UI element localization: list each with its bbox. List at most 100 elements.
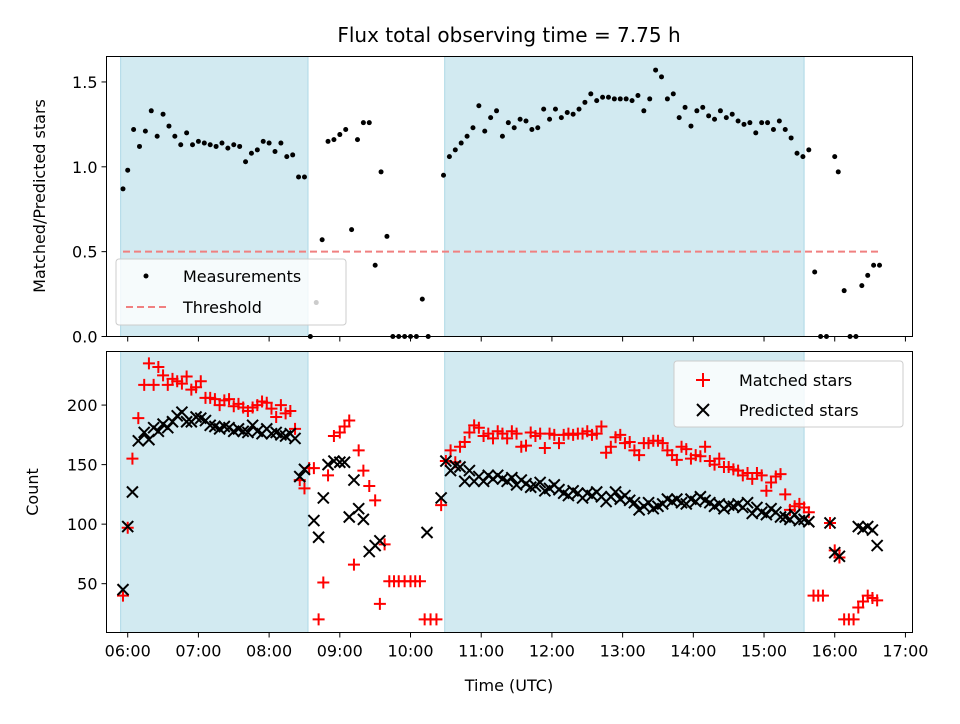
measurements-point [488,115,494,121]
matched-stars-point [265,402,278,415]
predicted-stars-point [312,531,325,544]
measurements-point [219,140,225,146]
predicted-stars-point [463,464,476,477]
x-tick-label: 13:00 [600,642,646,661]
predicted-stars-point [870,539,884,552]
predicted-stars-point [628,496,641,509]
matched-stars-point [816,589,829,602]
measurements-point [523,118,529,124]
measurements-point [582,99,588,105]
x-tick-label: 09:00 [317,642,363,661]
measurements-point [142,128,148,134]
measurements-point [319,237,325,243]
matched-stars-point [274,399,287,412]
matched-stars-point [152,360,165,373]
measurements-point [605,94,611,100]
legend-matched-marker [696,373,710,387]
measurements-point [458,140,464,146]
predicted-stars-point [321,458,335,471]
measurements-point [600,94,606,100]
predicted-stars-point [524,481,537,494]
matched-stars-point [779,488,792,501]
measurements-point [871,262,877,268]
top-plot-frame [106,56,913,337]
measurements-point [865,272,871,278]
measurements-point [835,169,841,175]
measurements-point [635,93,641,99]
measurements-point [629,98,635,104]
measurements-point [659,74,665,80]
matched-stars-point [755,469,768,482]
measurements-point [248,150,254,156]
predicted-stars-point [802,515,816,528]
measurements-point [682,104,688,110]
predicted-stars-point [126,485,139,499]
measurements-point [278,140,284,146]
matched-stars-point [538,441,551,454]
matched-stars-point [352,444,365,457]
matched-stars-point [298,482,311,495]
measurements-point [260,138,266,144]
matched-stars-point [175,377,188,390]
legend-predicted-label: Predicted stars [739,401,859,420]
measurements-point [812,269,818,275]
x-tick-label: 16:00 [812,642,858,661]
predicted-stars-point [138,426,151,439]
measurements-point [213,143,219,149]
matched-stars-point [604,440,617,453]
measurements-point [723,115,729,121]
measurements-point [378,169,384,175]
measurements-point [712,116,718,122]
measurements-point [800,154,806,160]
predicted-stars-point [458,475,471,488]
measurements-point [446,154,452,160]
matched-stars-point [633,449,646,462]
measurements-point [877,262,883,268]
measurements-point [201,140,207,146]
top-legend: Measurements Threshold [115,258,347,326]
legend-measurements-marker [143,273,149,279]
y-tick-label: 0.5 [72,243,97,262]
measurements-point [653,67,659,73]
x-tick-label: 10:00 [387,642,433,661]
predicted-stars-point [293,470,306,483]
measurements-point [160,111,166,117]
measurements-point [266,140,272,146]
matched-stars-point [760,484,773,497]
predicted-stars-point [189,410,203,424]
measurements-point [505,120,511,126]
measurements-point [272,149,278,155]
matched-stars-point [487,432,500,445]
shaded-interval [444,56,805,337]
measurements-point [231,142,237,148]
measurements-point [558,115,564,121]
measurements-point [729,111,735,117]
predicted-stars-point [116,583,130,596]
measurements-point [148,108,154,114]
measurements-point [243,159,249,165]
measurements-point [354,137,360,143]
predicted-stars-point [317,491,330,505]
predicted-stars-point [203,419,217,432]
predicted-stars-point [741,496,754,509]
measurements-point [494,108,500,114]
measurements-point [325,138,331,144]
matched-stars-point [312,613,325,626]
measurements-point [641,108,647,114]
bottom-y-axis-label: Count [23,468,42,516]
matched-stars-point [430,613,443,626]
matched-stars-point [519,439,532,452]
top-panel: 0.0 0.5 1.0 1.5 Flux total observing time =… [30,23,913,347]
predicted-stars-point [609,485,622,499]
measurements-point [237,143,243,149]
measurements-point [131,126,137,132]
measurements-point [717,108,723,114]
x-tick-label: 07:00 [175,642,221,661]
measurements-point [384,233,390,239]
measurements-point [676,115,682,121]
measurements-point [747,120,753,126]
measurements-point [125,167,131,173]
measurements-point [547,116,553,122]
predicted-stars-point [298,463,311,476]
measurements-point [782,126,788,132]
